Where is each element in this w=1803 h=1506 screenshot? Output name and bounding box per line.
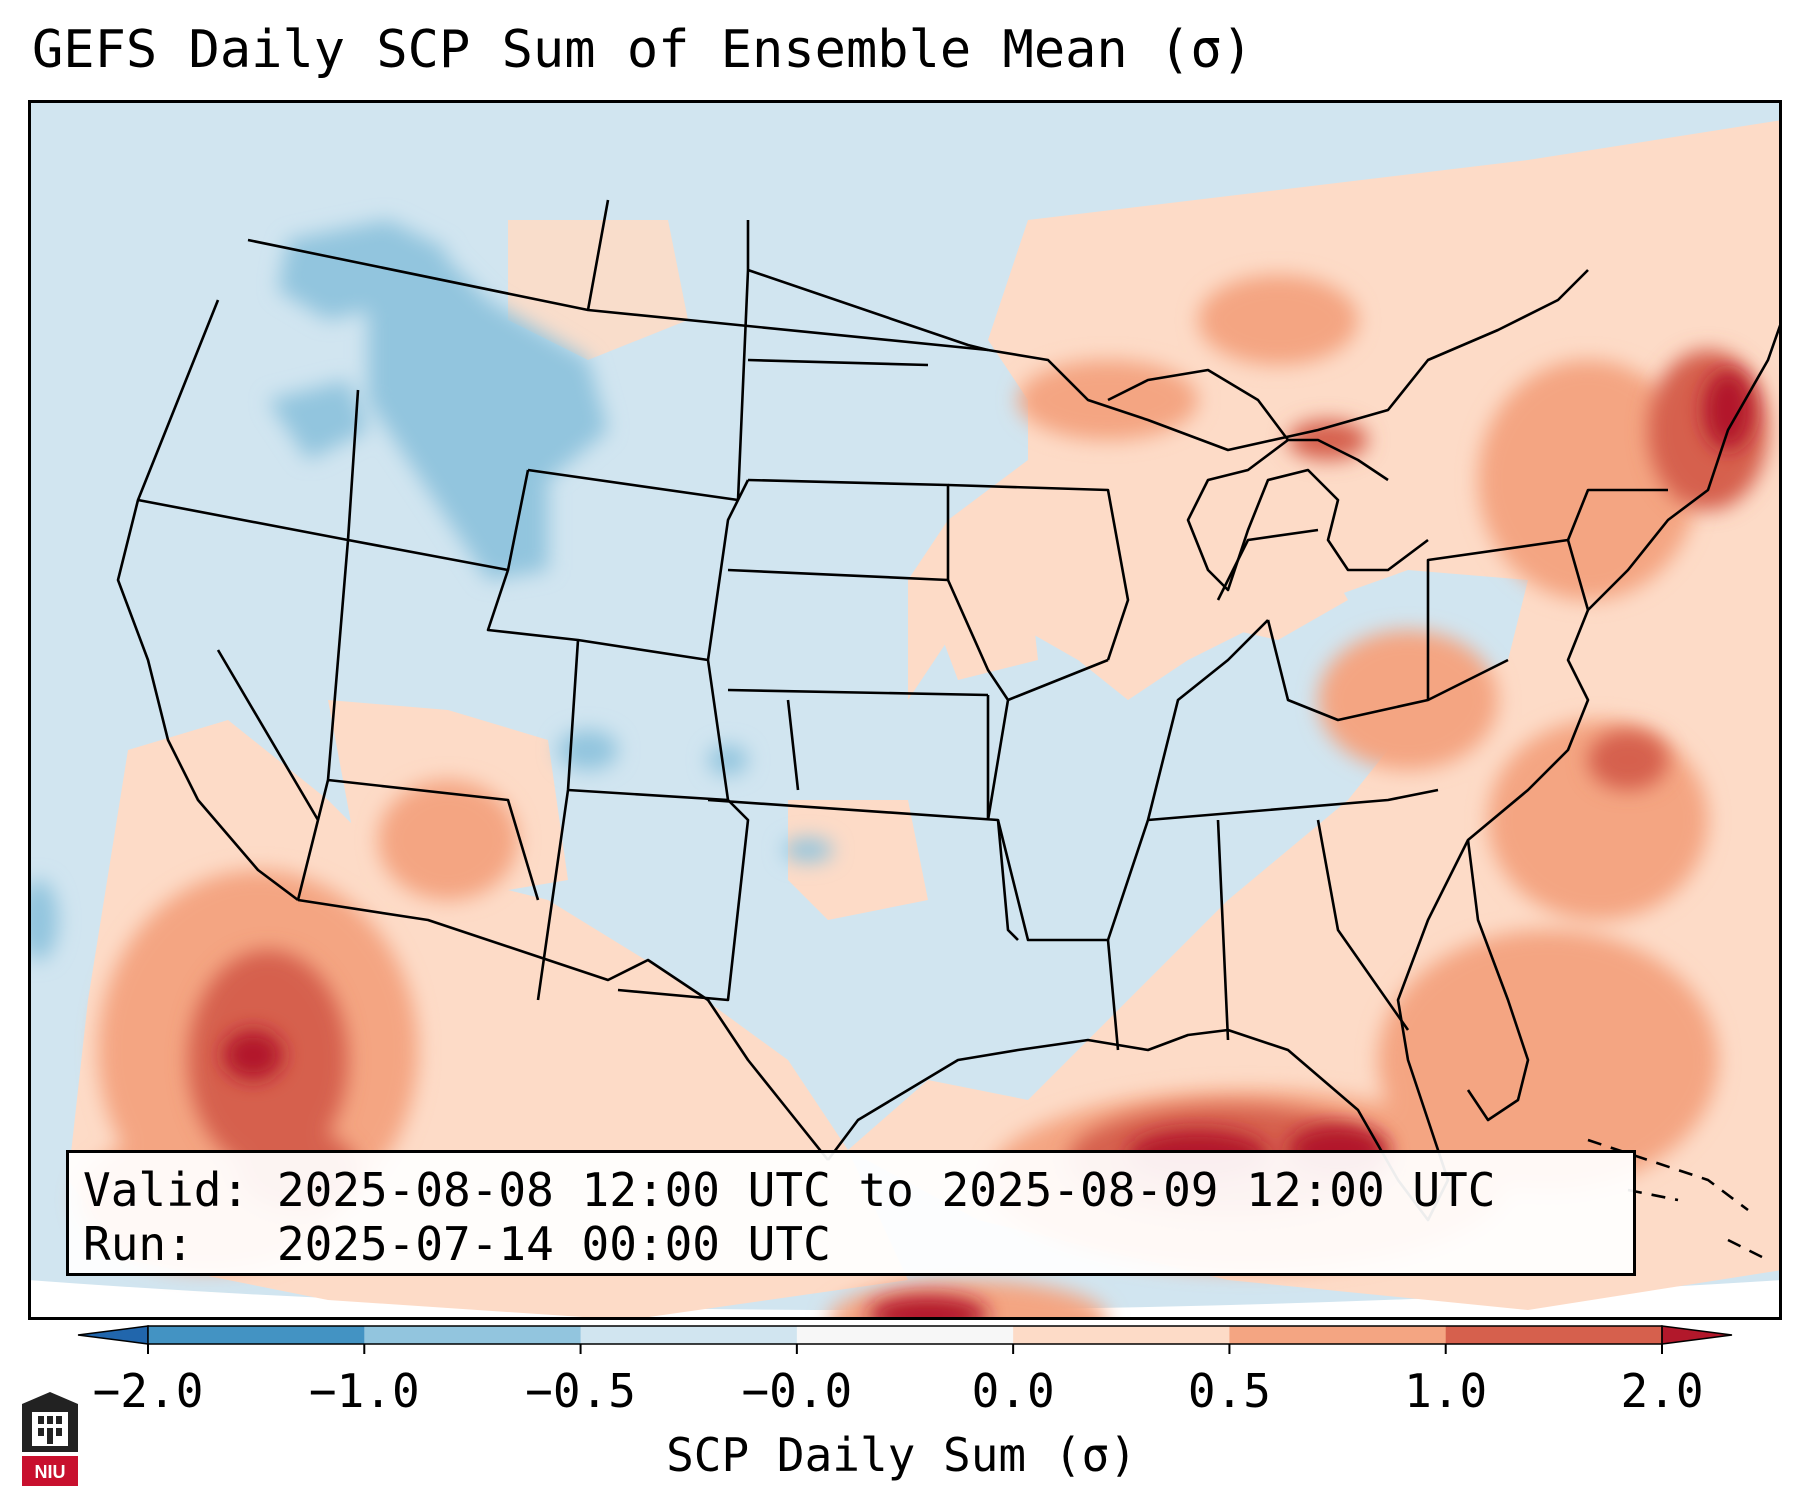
- boundaries: [116, 199, 1782, 1262]
- mexico-border: [297, 898, 830, 1161]
- run-label: Run:: [83, 1217, 194, 1271]
- colorbar-tick-label: −0.0: [741, 1364, 853, 1418]
- florida-coast: [1466, 839, 1530, 1122]
- valid-run-info-box: Valid: 2025-08-08 12:00 UTC to 2025-08-0…: [66, 1150, 1636, 1276]
- colorbar-label: SCP Daily Sum (σ): [666, 1428, 1137, 1482]
- map-panel: [28, 100, 1782, 1320]
- colorbar-tick-label: −1.0: [308, 1364, 420, 1418]
- colorbar-tick-label: 1.0: [1404, 1364, 1488, 1418]
- valid-value: 2025-08-08 12:00 UTC to 2025-08-09 12:00…: [276, 1163, 1496, 1217]
- pacific-coast: [116, 299, 299, 902]
- map-title: GEFS Daily SCP Sum of Ensemble Mean (σ): [32, 20, 1253, 80]
- map-frame: [28, 100, 1782, 1320]
- colorbar-segment: [796, 1326, 1014, 1344]
- colorbar-tick-label: −0.5: [525, 1364, 636, 1418]
- projection-edge: [28, 1280, 1782, 1320]
- colorbar-segment: [1013, 1326, 1230, 1344]
- colorbar-segment: [364, 1326, 582, 1344]
- great-lakes: [1107, 368, 1429, 592]
- valid-label: Valid:: [83, 1163, 250, 1217]
- state-borders-west: [137, 199, 750, 1002]
- gulf-coast: [826, 319, 1782, 1222]
- niu-logo: NIU: [22, 1392, 78, 1486]
- state-borders-east: [946, 483, 1668, 1051]
- negative-regions: [28, 220, 833, 960]
- colorbar-segment: [1445, 1326, 1663, 1344]
- colorbar: [77, 1325, 1733, 1354]
- state-borders-plains: [707, 268, 1019, 941]
- colorbar-tick-label: 0.0: [971, 1364, 1055, 1418]
- colorbar-tick-label: 0.5: [1187, 1364, 1271, 1418]
- colorbar-segment: [148, 1326, 365, 1344]
- colorbar-segment: [580, 1326, 798, 1344]
- svg-text:NIU: NIU: [35, 1462, 66, 1482]
- colorbar-under-arrow: [77, 1325, 149, 1345]
- colorbar-over-arrow: [1661, 1325, 1733, 1345]
- colorbar-tick-label: 2.0: [1620, 1364, 1704, 1418]
- colorbar-segment: [1229, 1326, 1447, 1344]
- colorbar-tick-label: −2.0: [92, 1364, 204, 1418]
- run-value: 2025-07-14 00:00 UTC: [276, 1217, 831, 1271]
- colorbar-frame: [147, 1325, 1663, 1345]
